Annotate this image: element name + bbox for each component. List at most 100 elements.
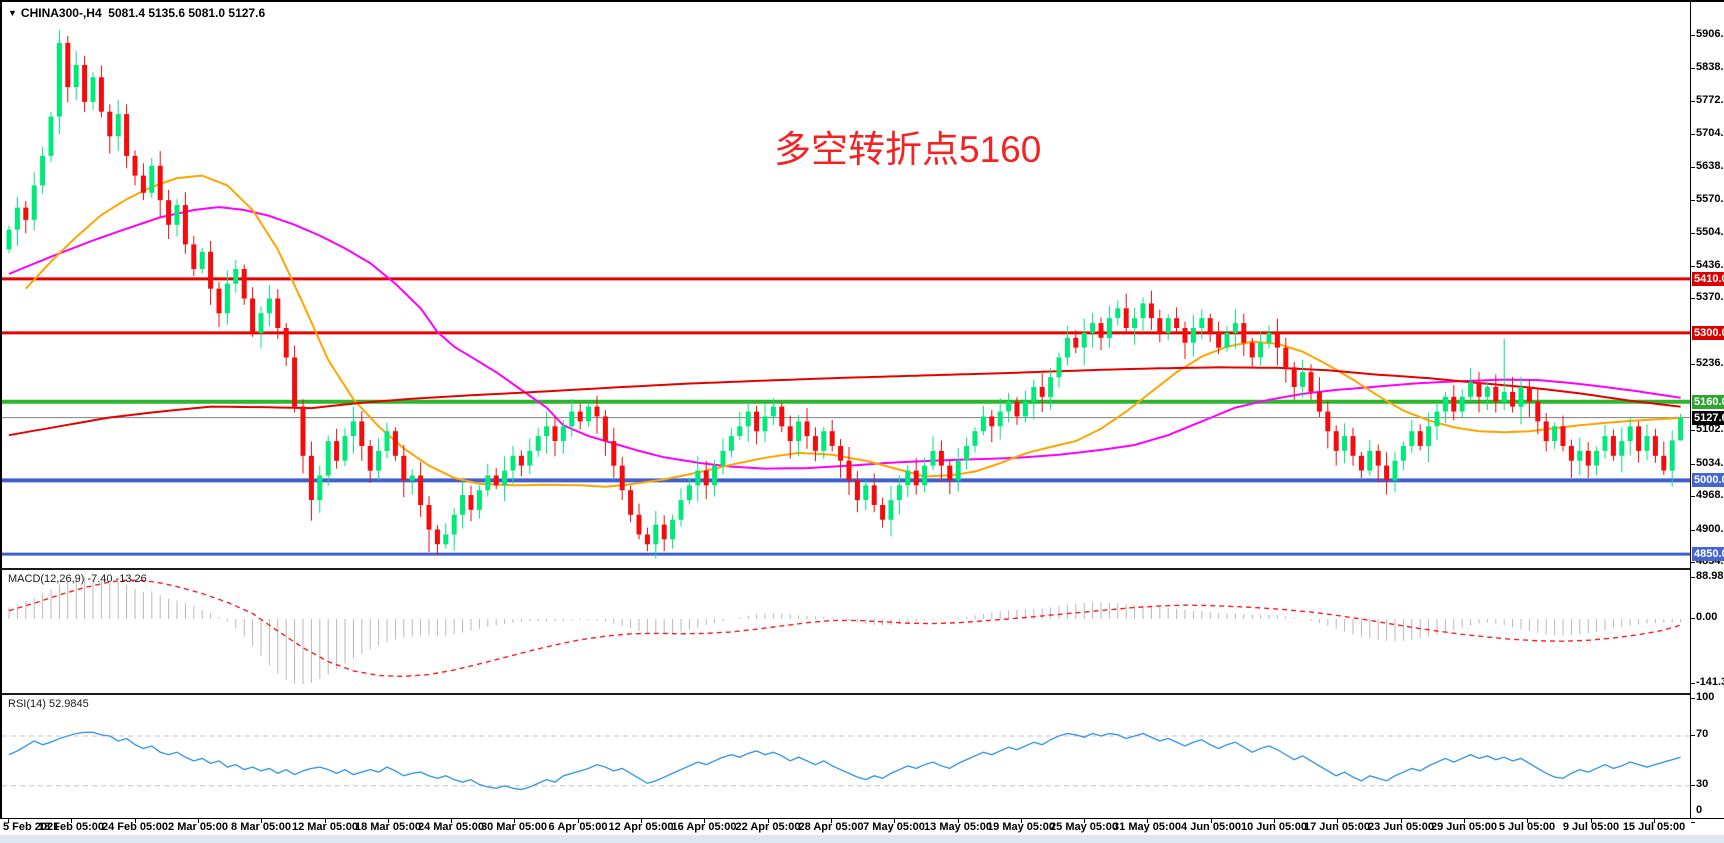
candle-body (1518, 387, 1524, 407)
candle-body (1627, 426, 1633, 441)
price-tick-label: 5772.0 (1696, 94, 1724, 106)
candle-body (1384, 465, 1390, 481)
candle-body (98, 77, 104, 112)
candle-body (107, 111, 113, 137)
macd-indicator-label: MACD(12,26,9) -7.40 -13.26 (8, 573, 147, 585)
time-tick (1211, 819, 1212, 823)
candle-body (1459, 396, 1465, 412)
candle-body (325, 441, 331, 476)
candle-body (980, 416, 986, 432)
candle-body (1283, 347, 1289, 368)
candle-body (266, 298, 272, 314)
candle-body (376, 450, 382, 471)
candle-body (115, 114, 121, 137)
chart-symbol-title: CHINA300-,H4 (20, 6, 102, 20)
candle-body (938, 450, 944, 466)
time-label: 16 Apr 05:00 (671, 821, 737, 833)
candle-body (1316, 391, 1322, 412)
candle-body (1274, 332, 1280, 348)
candle-body (56, 42, 62, 117)
candle-body (577, 411, 583, 422)
rsi-panel[interactable]: RSI(14) 52.9845 (0, 693, 1692, 818)
axis-tick (1691, 822, 1695, 823)
candle-body (468, 495, 474, 510)
price-tick-label: 5236.0 (1696, 357, 1724, 369)
time-label: 5 Feb 2021 (3, 821, 60, 833)
candle-body (199, 251, 205, 269)
time-axis[interactable]: 5 Feb 2021 18 Feb 05:00 24 Feb 05:00 2 Mar … (0, 818, 1724, 836)
time-tick (8, 819, 9, 823)
macd-signal-line (8, 579, 1681, 678)
time-label: 12 Mar 05:00 (291, 821, 359, 833)
candle-body (308, 455, 314, 500)
price-tick-label: 5436.0 (1696, 259, 1724, 271)
candle-body (527, 450, 533, 466)
candle-body (653, 524, 659, 545)
price-axis[interactable]: 5410.0 5300.0 5160.0 5127.6 5000.0 4850.… (1690, 2, 1724, 823)
candle-body (1678, 417, 1684, 441)
candle-body (451, 514, 457, 535)
candle-body (670, 519, 676, 540)
candle-body (720, 450, 726, 466)
axis-tick (1691, 464, 1695, 465)
price-tick-label: 5704.0 (1696, 127, 1724, 139)
time-label: 28 Apr 05:00 (798, 821, 864, 833)
price-level-badge-5410: 5410.0 (1692, 272, 1724, 286)
candle-body (342, 436, 348, 461)
time-tick (451, 819, 452, 823)
rsi-line (8, 731, 1681, 791)
chart-ohlc-readout: 5081.4 5135.6 5081.0 5127.6 (108, 6, 266, 20)
time-label: 15 Jul 05:00 (1622, 821, 1686, 833)
candle-body (712, 465, 718, 486)
candle-body (1669, 440, 1675, 471)
candle-body (1207, 318, 1213, 333)
time-label: 24 Feb 05:00 (101, 821, 169, 833)
rsi-level-label: 70 (1696, 728, 1709, 740)
price-tick-label: 4968.0 (1696, 489, 1724, 501)
candle-body (1216, 332, 1222, 348)
candle-body (1258, 342, 1264, 358)
candle-body (1442, 396, 1448, 412)
candle-body (493, 475, 499, 486)
price-tick-label: 5034.0 (1696, 457, 1724, 469)
candle-body (1333, 431, 1339, 451)
candle-body (1358, 455, 1364, 471)
candle-body (1484, 387, 1490, 397)
candle-body (770, 406, 776, 417)
candle-body (1350, 436, 1356, 456)
candle-body (905, 470, 911, 486)
candle-body (476, 490, 482, 510)
candle-body (686, 485, 692, 500)
rsi-level-label: 100 (1696, 691, 1715, 703)
axis-tick (1691, 618, 1695, 619)
candlestick-chart-canvas[interactable] (2, 2, 1692, 568)
candle-body (1174, 318, 1180, 328)
candle-body (829, 431, 835, 446)
time-tick (958, 819, 959, 823)
axis-tick (1691, 698, 1695, 699)
rsi-chart-canvas[interactable] (2, 695, 1692, 818)
time-label: 30 Mar 05:00 (480, 821, 548, 833)
candle-body (300, 406, 306, 456)
candle-body (560, 426, 566, 441)
candle-body (913, 470, 919, 486)
candle-body (48, 116, 54, 156)
symbol-dropdown-icon[interactable]: ▼ (8, 8, 17, 18)
time-label: 17 Jun 05:00 (1303, 821, 1371, 833)
candle-body (1585, 450, 1591, 466)
candle-body (1644, 436, 1650, 451)
candle-body (409, 475, 415, 481)
candle-body (275, 298, 281, 328)
price-chart-panel[interactable]: ▼ CHINA300-,H4 5081.4 5135.6 5081.0 5127.… (0, 2, 1692, 568)
candle-body (1064, 337, 1070, 358)
macd-chart-canvas[interactable] (2, 570, 1692, 693)
time-label: 29 Jun 05:00 (1430, 821, 1498, 833)
macd-panel[interactable]: MACD(12,26,9) -7.40 -13.26 (0, 568, 1690, 693)
price-tick-label: 5638.0 (1696, 160, 1724, 172)
axis-tick (1691, 101, 1695, 102)
candle-body (359, 421, 365, 446)
candle-body (233, 269, 239, 284)
candle-body (1510, 391, 1516, 407)
candle-body (812, 436, 818, 451)
time-tick (894, 819, 895, 823)
